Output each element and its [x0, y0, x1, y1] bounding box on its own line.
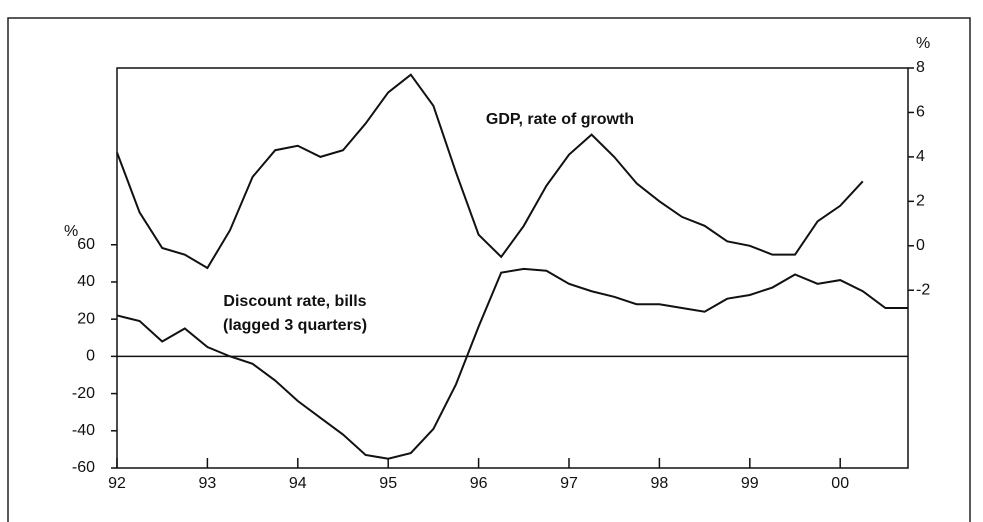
y-tick-label: 20: [77, 310, 95, 327]
y2-tick-label: -2: [916, 281, 930, 298]
x-tick-label: 98: [651, 475, 669, 492]
y-tick-label: -40: [72, 422, 95, 439]
y-tick-label: -20: [72, 385, 95, 402]
frame: [7, 17, 971, 522]
x-tick-label: 95: [379, 475, 397, 492]
y-axis-label: %: [64, 223, 78, 240]
y2-tick-label: 6: [916, 104, 925, 121]
y2-tick-label: 4: [916, 148, 925, 165]
x-tick-label: 97: [560, 475, 578, 492]
y2-tick-label: 8: [916, 59, 925, 76]
y-tick-label: 0: [86, 348, 95, 365]
y2-tick-label: 0: [916, 237, 925, 254]
x-tick-label: 00: [831, 475, 849, 492]
x-tick-label: 92: [108, 475, 126, 492]
y-tick-label: 40: [77, 273, 95, 290]
x-tick-label: 93: [199, 475, 217, 492]
series-line: [116, 267, 908, 460]
series-label: Discount rate, bills: [223, 293, 366, 310]
y2-tick-label: 2: [916, 193, 925, 210]
y-tick-label: -60: [72, 459, 95, 476]
x-tick-label: 96: [470, 475, 488, 492]
series-line: [116, 73, 864, 270]
y2-axis-label: %: [916, 35, 930, 52]
x-tick-label: 99: [741, 475, 759, 492]
annotation: (lagged 3 quarters): [223, 317, 367, 334]
x-tick-label: 94: [289, 475, 307, 492]
y-tick-label: 60: [77, 236, 95, 253]
plot-area: [116, 67, 909, 469]
series-label: GDP, rate of growth: [486, 111, 634, 128]
